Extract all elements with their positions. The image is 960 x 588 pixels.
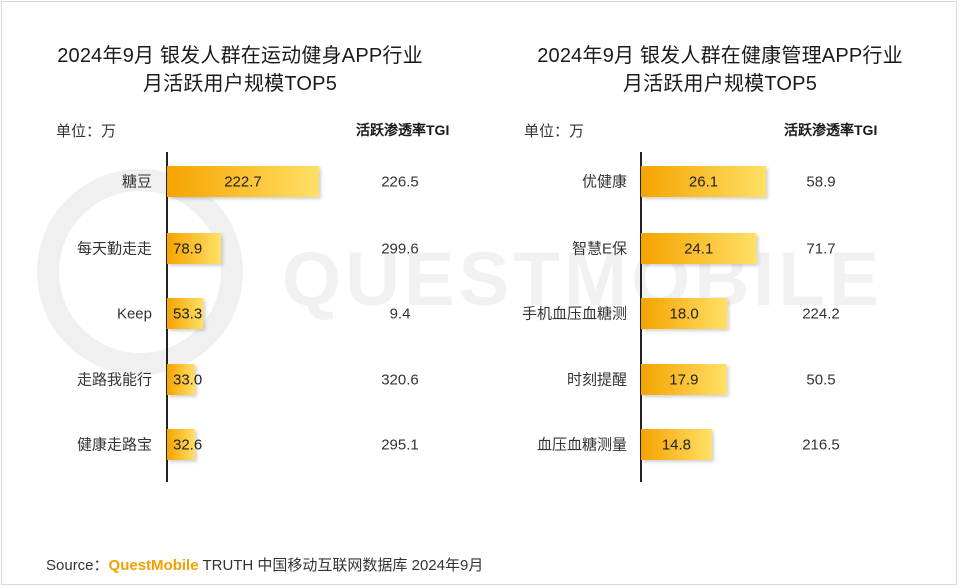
source-rest: TRUTH 中国移动互联网数据库 2024年9月	[198, 557, 484, 574]
value-label: 17.9	[669, 372, 698, 389]
value-label: 26.1	[689, 174, 718, 191]
category-label: 智慧E保	[572, 240, 627, 258]
bar	[641, 364, 727, 395]
value-label: 14.8	[662, 437, 691, 454]
bar	[167, 298, 204, 329]
category-label: 走路我能行	[77, 372, 152, 389]
tgi-value: 71.7	[806, 241, 835, 258]
tgi-value: 226.5	[381, 174, 419, 191]
value-label: 32.6	[173, 437, 202, 454]
category-label: 糖豆	[122, 174, 152, 191]
bar	[167, 429, 195, 460]
chart-panel-health: 2024年9月 银发人群在健康管理APP行业 月活跃用户规模TOP5 单位：万 …	[480, 0, 960, 540]
source-brand: QuestMobile	[108, 557, 199, 574]
category-label: 血压血糖测量	[537, 437, 627, 454]
bar-chart-sports: 糖豆 222.7 226.5 每天勤走走 78.9 299.6 Keep 53.3 9.4 走路我…	[77, 166, 419, 460]
bar	[167, 233, 221, 264]
tgi-value: 9.4	[390, 306, 411, 323]
category-label: 每天勤走走	[77, 241, 152, 258]
chart-title: 2024年9月 银发人群在运动健身APP行业 月活跃用户规模TOP5	[0, 42, 480, 98]
tgi-header: 活跃渗透率TGI	[356, 122, 450, 138]
bar	[167, 166, 319, 197]
source-label: Source：	[46, 557, 109, 574]
value-label: 222.7	[224, 174, 262, 191]
chart-title-line1: 2024年9月 银发人群在运动健身APP行业	[57, 45, 423, 67]
bar	[641, 429, 712, 460]
bar-chart-health: 优健康 26.1 58.9 智慧E保 24.1 71.7 手机血压血糖测 18.0 224.2 时…	[522, 166, 840, 460]
value-label: 53.3	[173, 306, 202, 323]
bar	[641, 166, 766, 197]
bar	[641, 233, 757, 264]
unit-label: 单位：万	[524, 123, 585, 140]
chart-title-line2: 月活跃用户规模TOP5	[622, 73, 818, 95]
chart-title-line2: 月活跃用户规模TOP5	[142, 73, 338, 95]
tgi-value: 58.9	[806, 174, 835, 191]
category-label: 优健康	[582, 174, 627, 191]
category-label: Keep	[117, 306, 152, 323]
bar	[167, 364, 195, 395]
tgi-value: 216.5	[802, 437, 840, 454]
tgi-value: 224.2	[802, 306, 840, 323]
tgi-value: 299.6	[381, 241, 419, 258]
tgi-value: 320.6	[381, 372, 419, 389]
chart-title: 2024年9月 银发人群在健康管理APP行业 月活跃用户规模TOP5	[480, 42, 960, 98]
category-label: 时刻提醒	[567, 372, 627, 389]
value-label: 24.1	[684, 241, 713, 258]
value-label: 33.0	[173, 372, 202, 389]
unit-label: 单位：万	[56, 123, 117, 140]
chart-panel-sports: 2024年9月 银发人群在运动健身APP行业 月活跃用户规模TOP5 单位：万 …	[0, 0, 480, 540]
category-label: 手机血压血糖测	[522, 306, 627, 323]
value-label: 18.0	[670, 306, 699, 323]
tgi-value: 295.1	[381, 437, 419, 454]
chart-title-line1: 2024年9月 银发人群在健康管理APP行业	[537, 45, 903, 67]
source-note: Source：QuestMobile TRUTH 中国移动互联网数据库 2024…	[46, 554, 483, 575]
category-label: 健康走路宝	[77, 437, 152, 454]
value-label: 78.9	[173, 241, 202, 258]
tgi-value: 50.5	[806, 372, 835, 389]
bar	[641, 298, 728, 329]
tgi-header: 活跃渗透率TGI	[784, 122, 878, 138]
